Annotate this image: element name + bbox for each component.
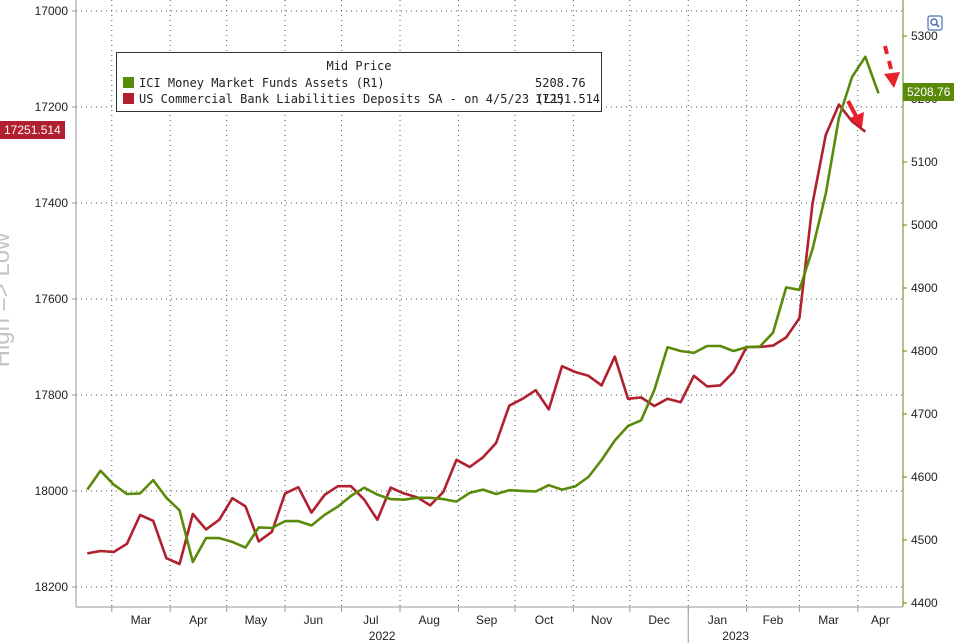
right-tick-label: 5300 bbox=[911, 29, 938, 43]
arrow-shaft-red bbox=[846, 100, 858, 117]
x-tick-label: Nov bbox=[591, 613, 612, 627]
right-axis-ticks: 5300520051005000490048004700460045004400 bbox=[903, 29, 938, 610]
left-tick-label: 18200 bbox=[35, 580, 69, 594]
arrow-head-red bbox=[850, 112, 864, 128]
high-low-label: High => Low bbox=[0, 232, 15, 368]
x-tick-label: Apr bbox=[871, 613, 890, 627]
left-tick-label: 17800 bbox=[35, 388, 69, 402]
legend-swatch-red bbox=[123, 93, 134, 104]
right-tick-label: 4400 bbox=[911, 596, 938, 610]
last-value-flag-right: 5208.76 bbox=[903, 83, 955, 101]
right-tick-label: 4500 bbox=[911, 533, 938, 547]
left-axis-ticks: 17000 17200 17400 17600 17800 18000 18200 bbox=[35, 4, 76, 594]
x-axis-ticks: Mar Apr May Jun Jul Aug Sep Oct Nov Dec Jan Feb Mar A… bbox=[111, 607, 890, 643]
x-tick-label: Feb bbox=[763, 613, 784, 627]
series-layer bbox=[86, 55, 880, 566]
legend-swatch-green bbox=[123, 77, 134, 88]
x-tick-label: Dec bbox=[648, 613, 669, 627]
arrow-head-right bbox=[884, 72, 900, 88]
x-tick-label: Sep bbox=[476, 613, 498, 627]
x-tick-label: Apr bbox=[189, 613, 208, 627]
chart-options-icon[interactable] bbox=[927, 15, 943, 31]
arrow-shaft-right-1 bbox=[883, 45, 889, 55]
x-tick-label: Mar bbox=[131, 613, 152, 627]
right-tick-label: 4600 bbox=[911, 470, 938, 484]
series-line-bank-deposits bbox=[87, 103, 867, 566]
x-tick-label: Oct bbox=[535, 613, 554, 627]
year-label: 2023 bbox=[722, 629, 749, 643]
x-tick-label: Aug bbox=[419, 613, 440, 627]
legend-label: ICI Money Market Funds Assets (R1) bbox=[139, 76, 385, 90]
left-tick-label: 17600 bbox=[35, 292, 69, 306]
last-value-flag-left: 17251.514 bbox=[0, 121, 65, 139]
right-tick-label: 5100 bbox=[911, 155, 938, 169]
right-tick-label: 4700 bbox=[911, 407, 938, 421]
legend-title: Mid Price bbox=[326, 59, 392, 73]
x-tick-label: Mar bbox=[818, 613, 839, 627]
series-line-money-market bbox=[86, 55, 880, 564]
right-tick-label: 5000 bbox=[911, 218, 938, 232]
right-tick-label: 4800 bbox=[911, 344, 938, 358]
legend-value: 5208.76 bbox=[535, 76, 586, 90]
left-tick-label: 17200 bbox=[35, 100, 69, 114]
annotation-arrows bbox=[846, 45, 900, 128]
x-tick-label: May bbox=[245, 613, 268, 627]
legend-label: US Commercial Bank Liabilities Deposits … bbox=[139, 92, 566, 106]
left-tick-label: 17400 bbox=[35, 196, 69, 210]
x-tick-label: Jul bbox=[363, 613, 378, 627]
left-tick-label: 18000 bbox=[35, 484, 69, 498]
left-tick-label: 17000 bbox=[35, 4, 69, 18]
right-tick-label: 4900 bbox=[911, 281, 938, 295]
x-tick-label: Jun bbox=[304, 613, 323, 627]
legend-value: 17251.514 bbox=[535, 92, 601, 106]
legend: Mid Price ICI Money Market Funds Assets … bbox=[116, 52, 602, 112]
arrow-shaft-right-2 bbox=[887, 60, 893, 70]
year-label: 2022 bbox=[369, 629, 396, 643]
x-tick-label: Jan bbox=[708, 613, 727, 627]
